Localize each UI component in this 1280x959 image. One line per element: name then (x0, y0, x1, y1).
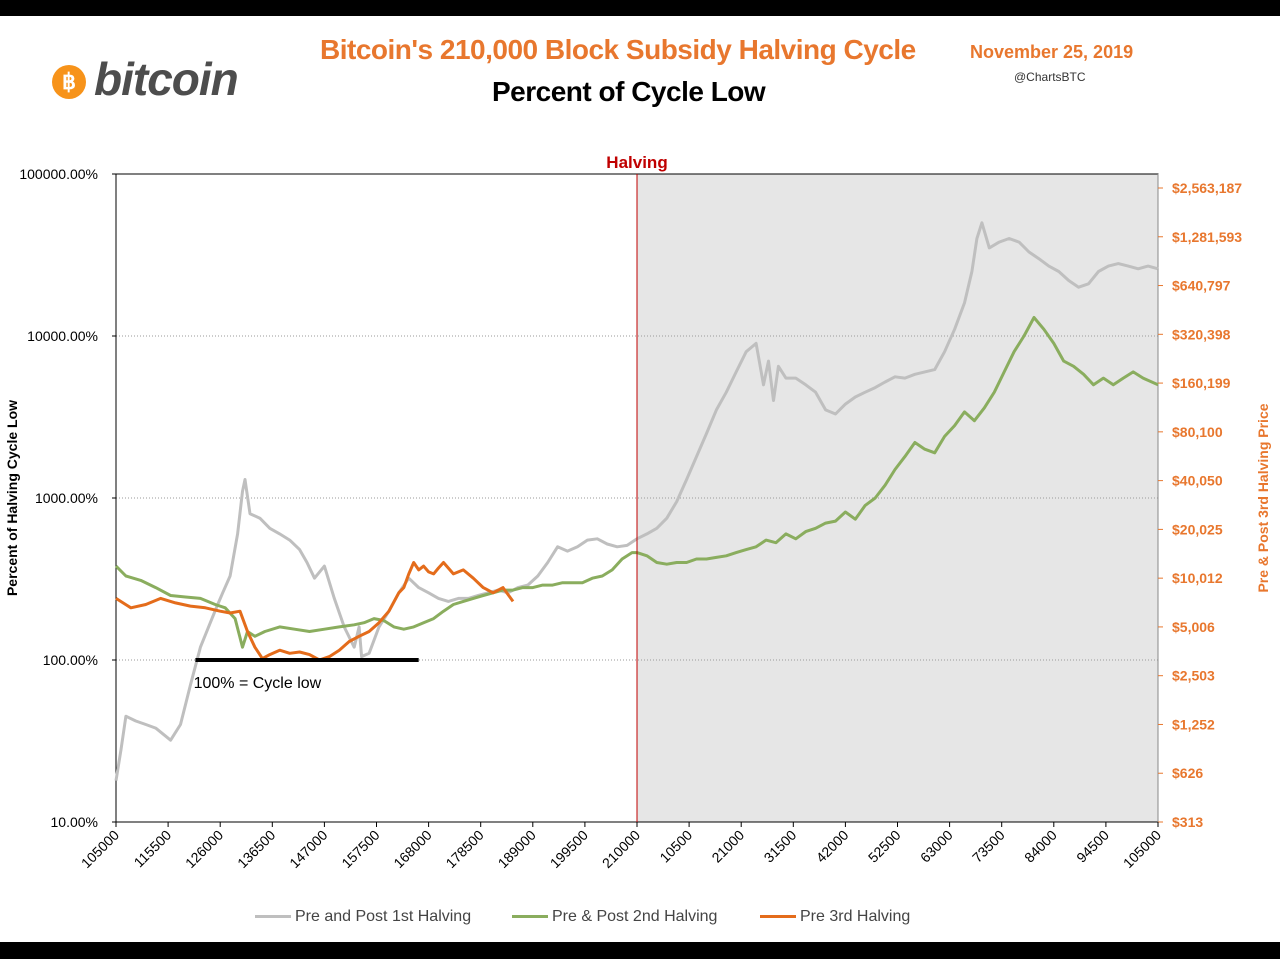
x-tick-label: 168000 (390, 827, 434, 871)
x-tick-label: 31500 (761, 827, 800, 866)
bitcoin-logo-text: bitcoin (94, 53, 239, 105)
y-tick-label: 100.00% (43, 652, 98, 668)
legend-label-series1: Pre and Post 1st Halving (295, 908, 472, 925)
x-tick-label: 105000 (78, 827, 122, 871)
series-line-1 (114, 221, 1159, 781)
y-right-tick-label: $1,281,593 (1172, 229, 1242, 245)
legend-swatch-series2 (512, 915, 548, 919)
y-right-tick-label: $10,012 (1172, 570, 1223, 586)
cycle-low-label: 100% = Cycle low (194, 675, 322, 692)
y-axis-title: Percent of Halving Cycle Low (4, 400, 20, 596)
y-right-tick-label: $160,199 (1172, 375, 1231, 391)
x-tick-label: 157500 (338, 827, 382, 871)
legend-item-series3: Pre 3rd Halving (760, 908, 910, 926)
y-tick-label: 100000.00% (19, 166, 98, 182)
chart-date: November 25, 2019 (970, 42, 1134, 62)
y-right-tick-label: $313 (1172, 814, 1203, 830)
x-tick-label: 105000 (1120, 827, 1164, 871)
y-right-tick-label: $2,563,187 (1172, 180, 1242, 196)
x-tick-label: 178500 (442, 827, 486, 871)
x-tick-label: 84000 (1021, 827, 1060, 866)
legend-swatch-series3 (760, 915, 796, 919)
y-right-tick-label: $640,797 (1172, 278, 1231, 294)
y-right-tick-label: $320,398 (1172, 326, 1231, 342)
x-tick-label: 10500 (656, 827, 695, 866)
y-tick-label: 10000.00% (27, 328, 98, 344)
author-handle: @ChartsBTC (1014, 70, 1086, 84)
x-tick-label: 73500 (969, 827, 1008, 866)
x-tick-label: 63000 (917, 827, 956, 866)
y-tick-label: 10.00% (51, 814, 98, 830)
y-right-tick-label: $1,252 (1172, 716, 1215, 732)
chart-page: ฿ bitcoin Bitcoin's 210,000 Block Subsid… (0, 16, 1280, 942)
legend-label-series2: Pre & Post 2nd Halving (552, 908, 718, 925)
x-tick-label: 147000 (286, 827, 330, 871)
x-tick-label: 210000 (599, 827, 643, 871)
y-right-tick-label: $80,100 (1172, 424, 1223, 440)
bitcoin-coin-icon: ฿ (52, 65, 86, 99)
y-tick-label: 1000.00% (35, 490, 98, 506)
x-tick-label: 42000 (813, 827, 852, 866)
y-right-tick-label: $5,006 (1172, 619, 1215, 635)
y-right-tick-label: $40,050 (1172, 473, 1223, 489)
x-tick-label: 21000 (708, 827, 747, 866)
x-tick-label: 52500 (865, 827, 904, 866)
legend-item-series1: Pre and Post 1st Halving (255, 908, 471, 926)
y-right-axis-title: Pre & Post 3rd Halving Price (1255, 403, 1271, 592)
x-tick-label: 136500 (234, 827, 278, 871)
series-line-3 (115, 561, 515, 662)
x-tick-label: 94500 (1073, 827, 1112, 866)
series-line-2 (114, 316, 1159, 649)
x-tick-label: 115500 (131, 827, 175, 871)
halving-cycle-chart: 100000.00% 10000.00% 1000.00% 100.00% 10.00%… (4, 153, 1271, 871)
legend-item-series2: Pre & Post 2nd Halving (512, 908, 717, 926)
y-right-tick-label: $20,025 (1172, 521, 1223, 537)
x-tick-label: 126000 (182, 827, 226, 871)
y-right-tick-label: $626 (1172, 765, 1203, 781)
x-tick-label: 199500 (547, 827, 591, 871)
x-tick-label: 189000 (495, 827, 539, 871)
halving-label: Halving (606, 153, 667, 172)
chart-subtitle: Percent of Cycle Low (492, 76, 766, 107)
y-right-tick-label: $2,503 (1172, 668, 1215, 684)
chart-title: Bitcoin's 210,000 Block Subsidy Halving … (320, 34, 916, 65)
legend-label-series3: Pre 3rd Halving (800, 908, 911, 925)
legend-swatch-series1 (255, 915, 291, 919)
